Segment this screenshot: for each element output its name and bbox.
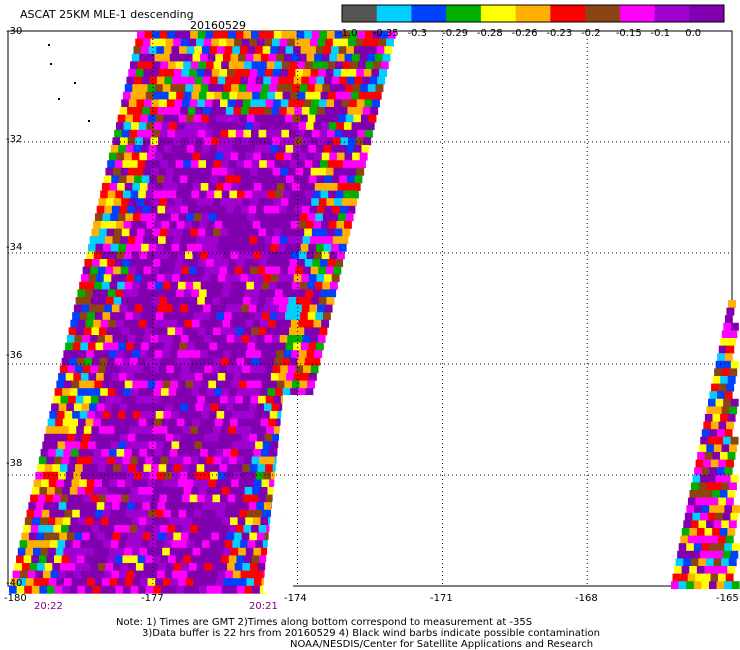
color-legend: -1.0 -0.35 -0.3 -0.29 -0.28 -0.26 -0.23 -0.2 -0.…: [338, 4, 725, 39]
legend-label: -0.2: [581, 28, 601, 39]
speck-mark: [50, 63, 52, 65]
lat-label-40: -40: [6, 578, 23, 589]
time-label-2: 20:21: [249, 601, 278, 612]
legend-label: -0.29: [442, 28, 468, 39]
legend-swatch: [446, 5, 482, 22]
lon-label-165: -165: [716, 593, 739, 604]
legend-swatch: [654, 5, 690, 22]
legend-label: -0.28: [477, 28, 503, 39]
legend-swatch: [619, 5, 656, 22]
speck-mark: [88, 120, 90, 122]
lon-label-174: -174: [284, 593, 307, 604]
speck-mark: [74, 82, 76, 84]
lat-label-38: -38: [6, 458, 23, 469]
time-label-1: 20:22: [34, 601, 63, 612]
note-line-3: NOAA/NESDIS/Center for Satellite Applica…: [290, 639, 594, 650]
lon-label-177: -177: [141, 593, 164, 604]
legend-label: -0.23: [546, 28, 572, 39]
legend-label: -1.0: [338, 28, 358, 39]
legend-swatch: [550, 5, 586, 22]
legend-label: -0.35: [373, 28, 399, 39]
legend-swatch: [515, 5, 551, 22]
speck-mark: [48, 44, 50, 46]
legend-label: -0.3: [407, 28, 427, 39]
legend-label: -0.26: [512, 28, 538, 39]
legend-swatch: [411, 5, 447, 22]
speck-mark: [58, 98, 60, 100]
lon-label-168: -168: [575, 593, 598, 604]
lat-label-32: -32: [6, 134, 23, 145]
lon-label-180: -180: [4, 593, 27, 604]
legend-label: -0.15: [616, 28, 642, 39]
swath-cells: [9, 31, 740, 594]
note-line-2: 3)Data buffer is 22 hrs from 20160529 4)…: [142, 628, 600, 639]
note-line-1: Note: 1) Times are GMT 2)Times along bot…: [116, 617, 533, 628]
legend-swatch: [376, 5, 412, 22]
lon-label-171: -171: [430, 593, 453, 604]
lat-label-30: -30: [6, 26, 23, 37]
legend-swatch: [585, 5, 621, 22]
map-date: 20160529: [190, 19, 246, 32]
legend-swatch: [480, 5, 517, 22]
legend-swatch: [342, 5, 378, 22]
lat-label-36: -36: [6, 350, 23, 361]
lat-label-34: -34: [6, 242, 23, 253]
legend-label: -0.1: [651, 28, 671, 39]
legend-label: 0.0: [685, 28, 701, 39]
map-title: ASCAT 25KM MLE-1 descending: [20, 8, 194, 21]
legend-swatch: [689, 5, 725, 22]
